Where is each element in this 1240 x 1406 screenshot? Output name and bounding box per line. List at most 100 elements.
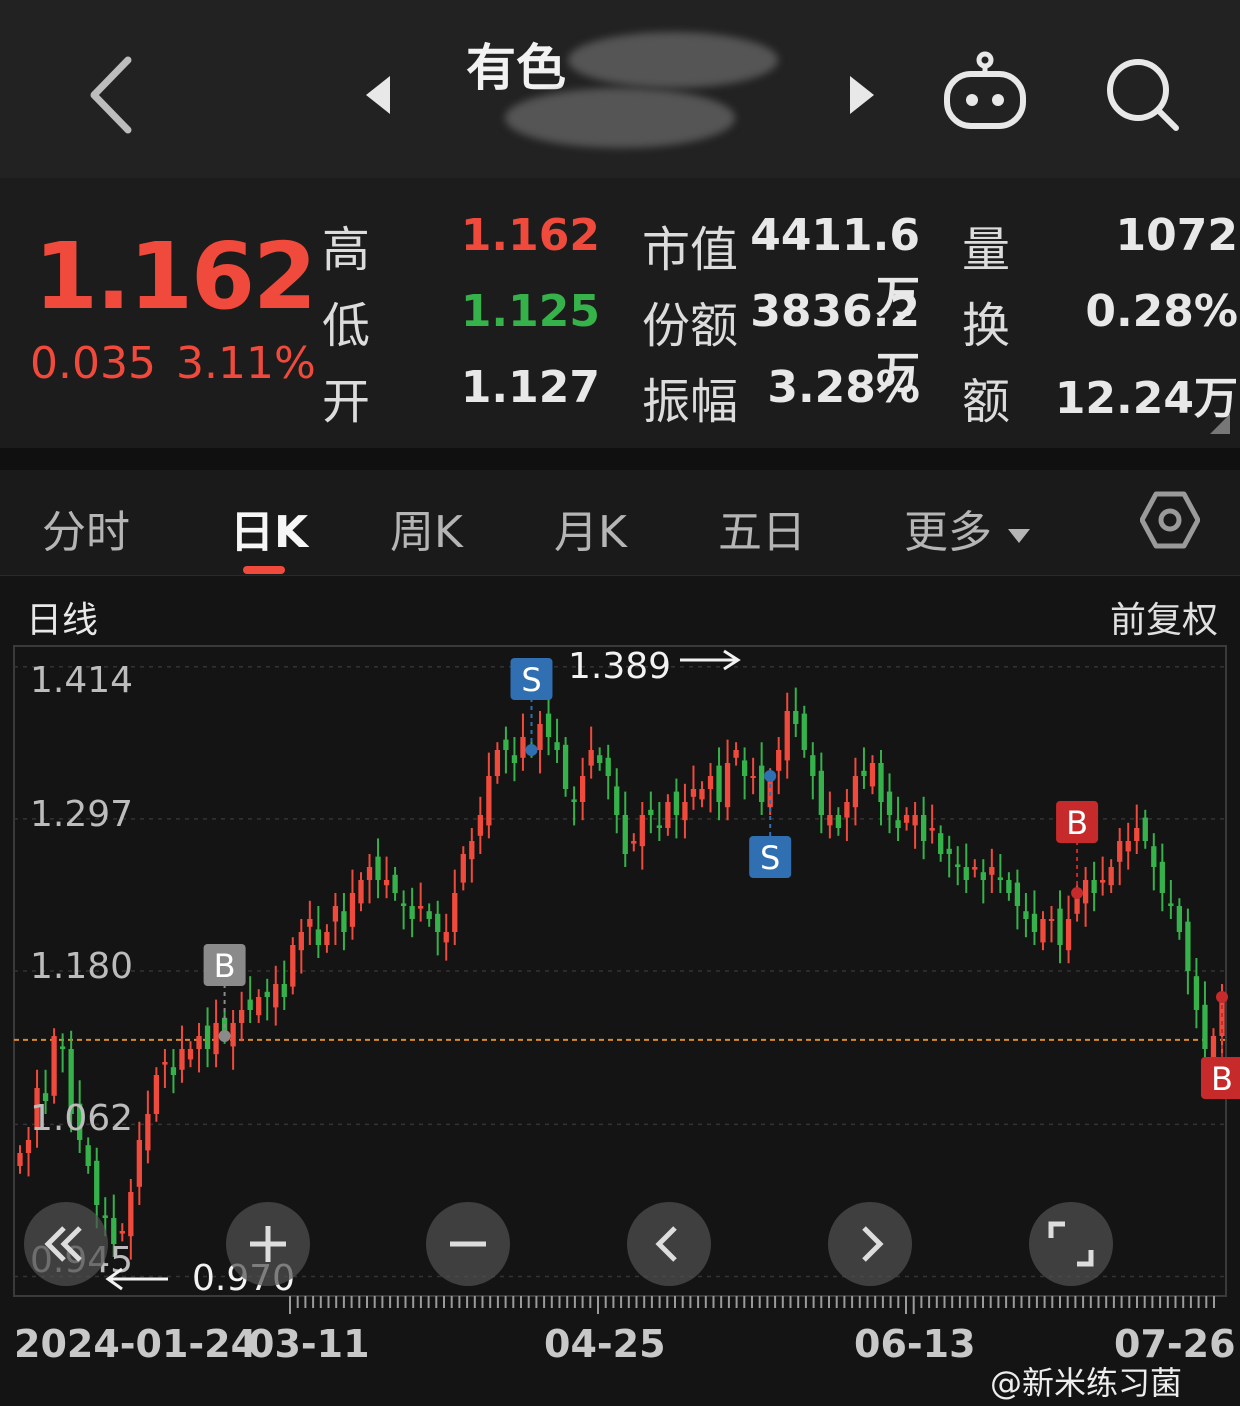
candle-body <box>94 1160 100 1205</box>
candle-body <box>733 750 739 758</box>
low-label: 低 <box>322 298 371 354</box>
candle-body <box>545 713 552 737</box>
scroll-left-button[interactable] <box>627 1202 711 1286</box>
candle-body <box>187 1049 194 1060</box>
candle-body <box>827 815 833 826</box>
candle-body <box>111 1218 117 1244</box>
search-icon[interactable] <box>1100 52 1184 136</box>
prev-triangle-left-icon[interactable] <box>360 70 400 120</box>
x-date-label: 06-13 <box>854 1322 976 1366</box>
candle-body <box>59 1046 66 1049</box>
candle-body <box>213 1023 219 1055</box>
fullscreen-button[interactable] <box>1029 1202 1113 1286</box>
candle-body <box>418 906 424 909</box>
candle-body <box>119 1231 125 1234</box>
candle-body <box>315 929 322 945</box>
candle-body <box>869 763 876 787</box>
candle-body <box>247 999 253 1010</box>
zoom-out-button[interactable] <box>426 1202 510 1286</box>
candle-body <box>349 893 356 927</box>
candle-body <box>383 880 390 886</box>
candle-body <box>273 984 279 1008</box>
low-value: 1.125 <box>460 286 600 337</box>
robot-icon[interactable] <box>940 50 1030 135</box>
scroll-start-button[interactable] <box>24 1202 108 1286</box>
volume-label: 量 <box>962 222 1011 278</box>
candle-body <box>972 867 978 870</box>
arrow-left-icon <box>105 1267 168 1291</box>
candle-body <box>741 760 748 776</box>
signal-badge <box>203 944 246 986</box>
candle-body <box>946 848 952 854</box>
candle-body <box>835 815 842 828</box>
candle-body <box>77 1103 83 1140</box>
signal-badge <box>510 658 553 700</box>
zoom-in-button[interactable] <box>226 1202 310 1286</box>
candle-body <box>707 776 714 789</box>
watermark: @新米练习菌 <box>990 1364 1183 1402</box>
candle-body <box>631 841 637 844</box>
turnover-value: 0.28% <box>1085 286 1238 337</box>
back-chevron-left-icon[interactable] <box>80 50 150 140</box>
tab-more[interactable]: 更多 <box>904 496 1032 560</box>
signal-dot <box>218 1030 231 1042</box>
tab-intraday[interactable]: 分时 <box>42 507 130 558</box>
obscured-code-blur <box>505 88 735 148</box>
candle-body <box>639 815 645 847</box>
candle-body <box>460 854 466 883</box>
high-value: 1.162 <box>460 210 600 261</box>
candle-body <box>25 1140 32 1153</box>
arrow-right-icon <box>680 649 741 671</box>
chevron-left-icon <box>655 1226 677 1262</box>
candle-body <box>426 911 432 919</box>
candle-body <box>1048 919 1055 921</box>
chart-header: 日线 前复权 <box>0 577 1240 645</box>
candle-body <box>690 789 697 797</box>
tab-five-day[interactable]: 五日 <box>718 507 806 558</box>
candle-body <box>605 757 611 776</box>
candle-body <box>42 1093 49 1101</box>
signal-dot <box>1071 887 1084 899</box>
hexagon-settings-icon[interactable] <box>1140 490 1200 550</box>
candle-body <box>375 856 381 880</box>
shares-label: 份额 <box>642 298 739 354</box>
candle-body <box>1185 921 1191 971</box>
candle-body <box>597 755 603 763</box>
expand-corner-icon[interactable] <box>1210 414 1230 434</box>
candle-body <box>699 789 705 800</box>
tab-more-label: 更多 <box>904 507 992 558</box>
tab-weekly-k[interactable]: 周K <box>390 507 463 558</box>
signal-dot <box>525 744 538 756</box>
candle-body <box>929 828 935 831</box>
candle-body <box>1100 880 1106 883</box>
candle-body <box>656 825 663 828</box>
next-triangle-right-icon[interactable] <box>840 70 880 120</box>
signal-label: B <box>214 947 236 985</box>
candle-body <box>511 755 518 763</box>
candle-body <box>955 864 961 867</box>
tab-monthly-k[interactable]: 月K <box>554 507 627 558</box>
y-tick-label: 1.062 <box>30 1098 134 1139</box>
scroll-right-button[interactable] <box>828 1202 912 1286</box>
candle-body <box>102 1215 108 1218</box>
candle-body <box>196 1036 202 1049</box>
double-chevron-left-icon <box>44 1226 82 1262</box>
open-value: 1.127 <box>460 362 600 413</box>
price-change: 0.035 <box>30 338 156 389</box>
price-adjust-toggle[interactable]: 前复权 <box>1109 600 1218 641</box>
candle-body <box>128 1192 134 1237</box>
candle-body <box>1023 911 1029 919</box>
amplitude-label: 振幅 <box>642 374 739 430</box>
candle-body <box>810 755 816 776</box>
candle-body <box>801 713 807 750</box>
candle-body <box>34 1088 40 1130</box>
candle-body <box>622 815 628 854</box>
candle-body <box>341 911 347 932</box>
candle-body <box>818 770 824 815</box>
tab-daily-k[interactable]: 日K <box>230 507 309 558</box>
candle-body <box>1117 841 1123 862</box>
turnover-label: 换 <box>962 298 1011 354</box>
candle-body <box>1065 919 1072 951</box>
price-change-pct: 3.11% <box>176 338 316 389</box>
